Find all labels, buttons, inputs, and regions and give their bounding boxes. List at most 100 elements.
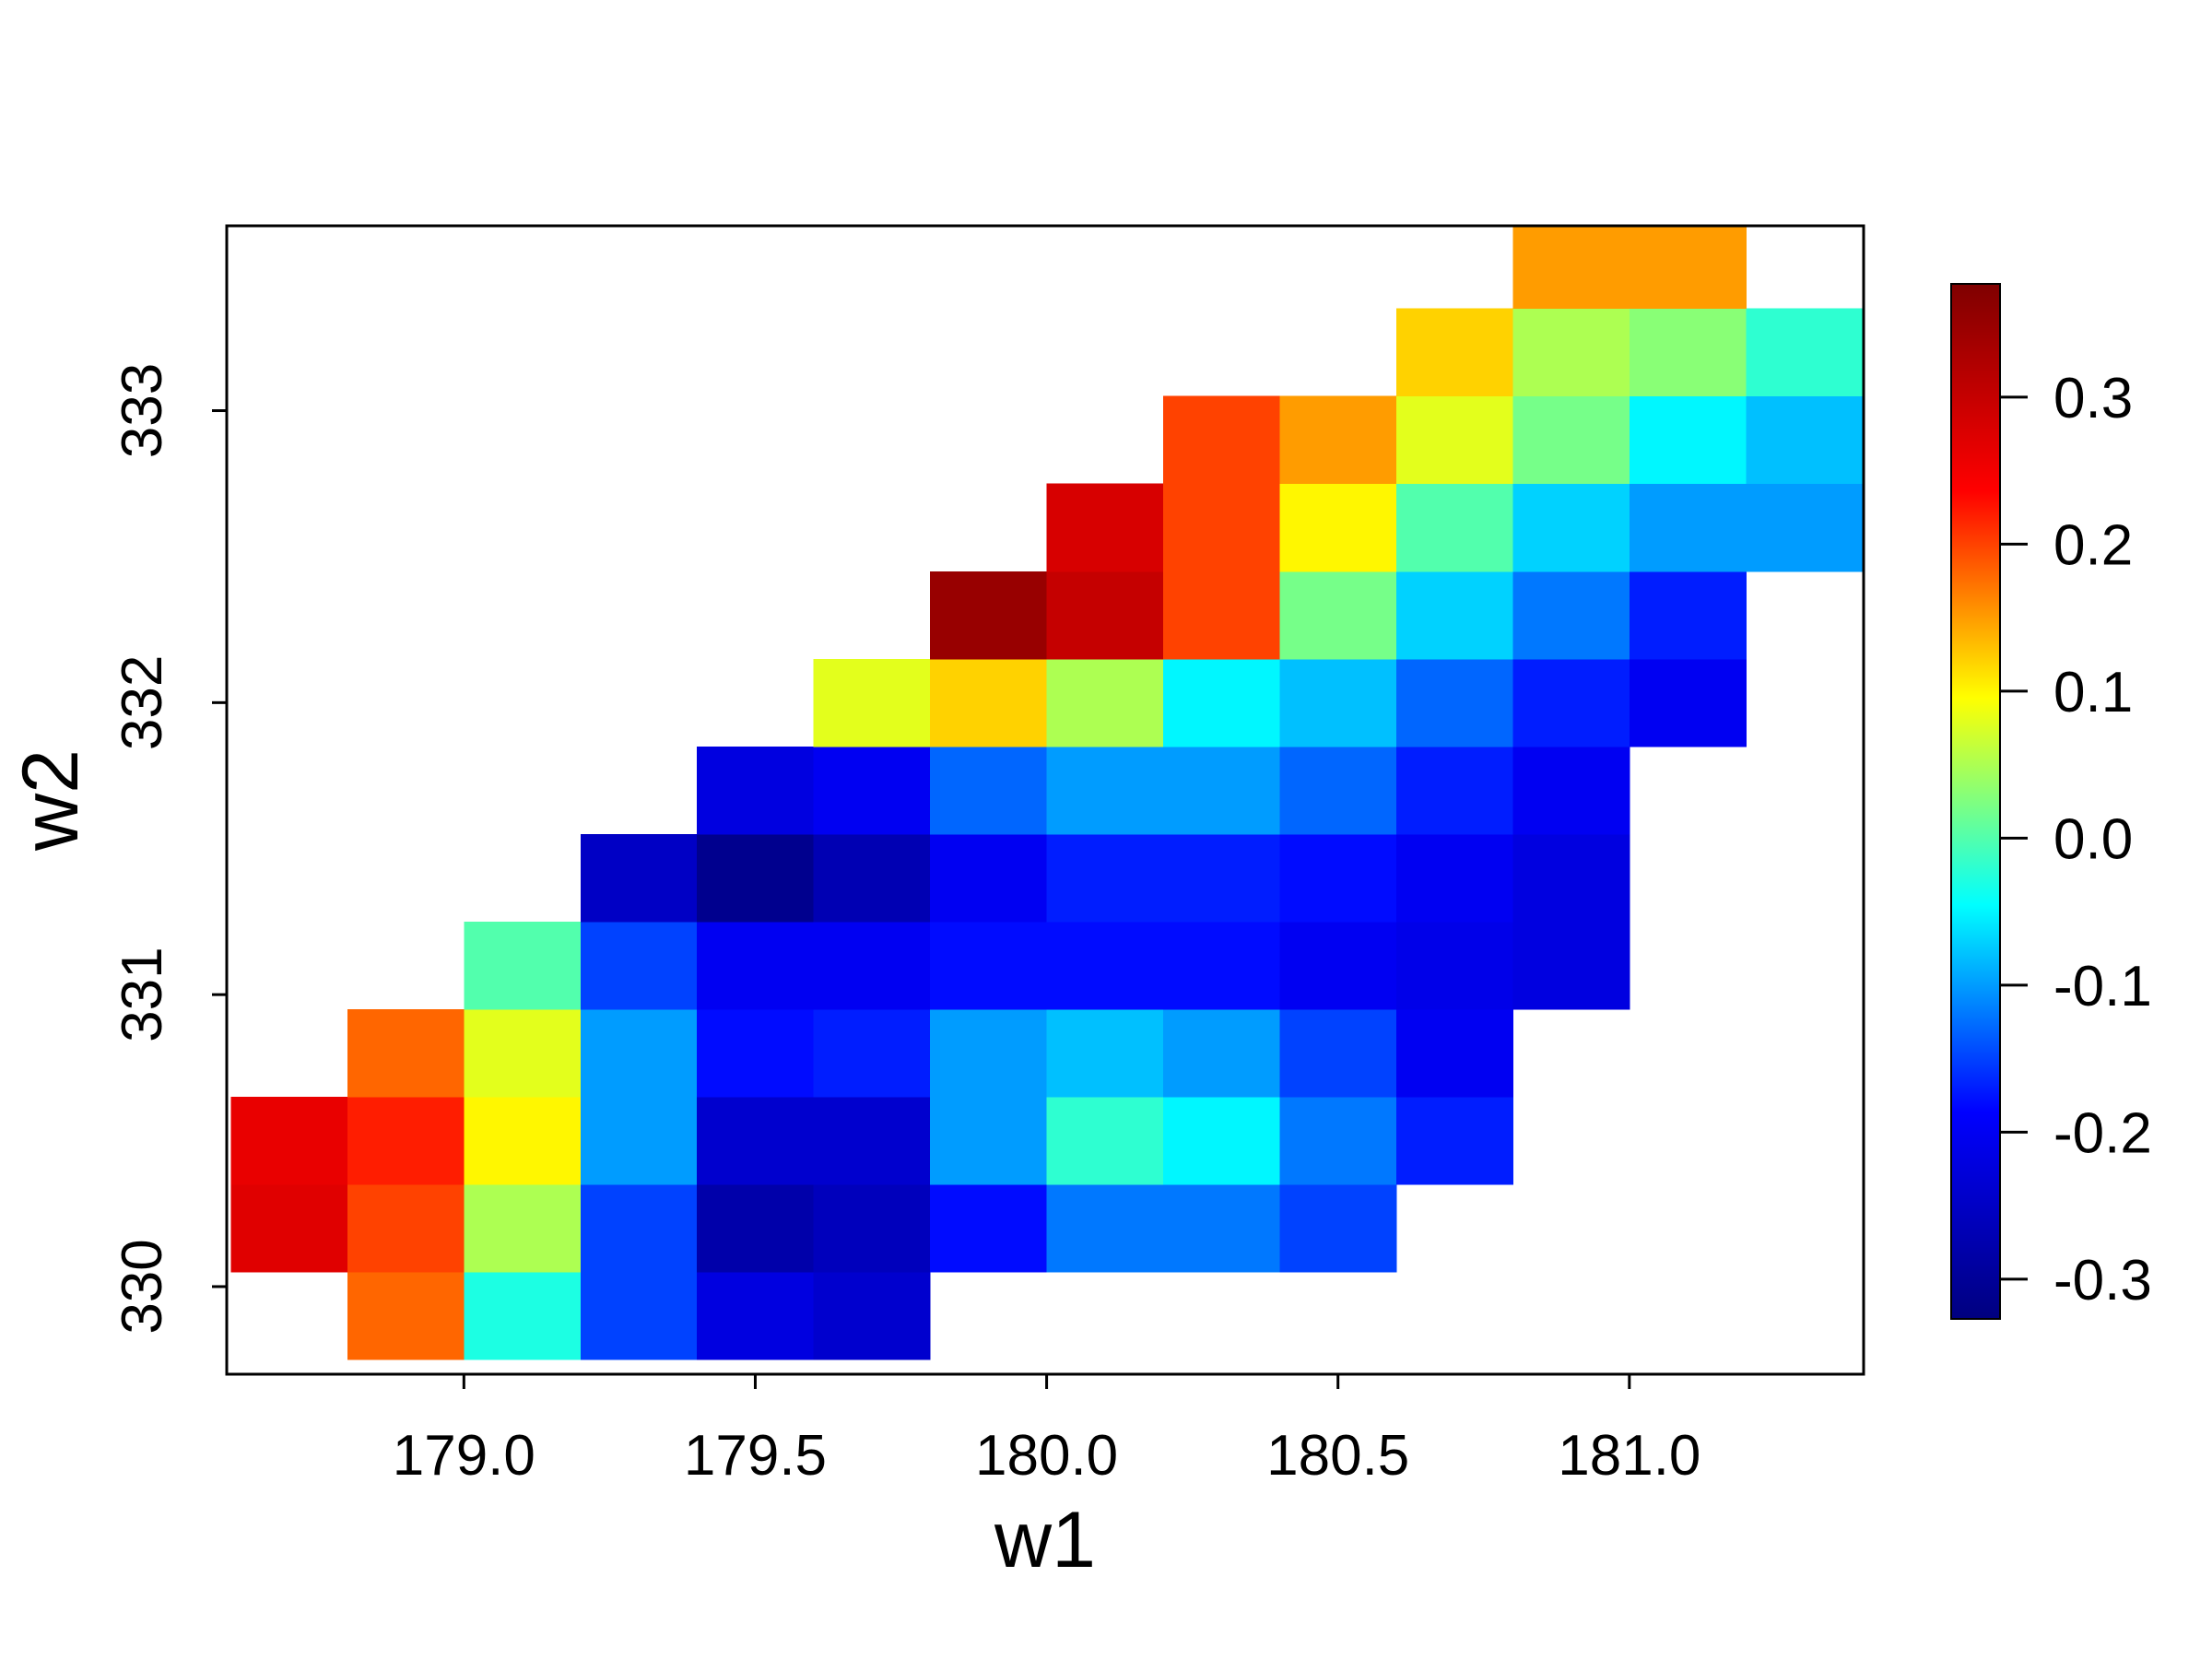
heatmap-cell: [1629, 308, 1747, 397]
heatmap-cell: [580, 1008, 698, 1098]
heatmap-cell: [464, 1097, 582, 1185]
heatmap-cell: [697, 1008, 815, 1098]
heatmap-cell: [1279, 571, 1397, 660]
heatmap-cell: [1395, 833, 1513, 923]
heatmap-cell: [1163, 658, 1280, 747]
colorbar-tick-label: 0.3: [2053, 367, 2133, 430]
heatmap-cell: [1163, 1097, 1280, 1185]
heatmap-cell: [1279, 658, 1397, 747]
colorbar-tick-label: 0.1: [2053, 661, 2133, 724]
heatmap-cell: [1163, 833, 1280, 923]
heatmap-cell: [813, 921, 931, 1010]
heatmap-cell: [580, 1097, 698, 1185]
heatmap-cell: [580, 833, 698, 923]
heatmap-cell: [930, 1008, 1048, 1098]
heatmap-cell: [930, 658, 1048, 747]
heatmap-cell: [1279, 921, 1397, 1010]
heatmap-cell: [1395, 395, 1513, 485]
heatmap-cell: [1395, 658, 1513, 747]
y-tick-label: 333: [111, 363, 174, 458]
heatmap-cell: [813, 1097, 931, 1185]
heatmap-cell: [697, 921, 815, 1010]
heatmap-cell: [930, 921, 1048, 1010]
x-tick-label: 179.0: [393, 1424, 535, 1488]
heatmap-cell: [464, 1184, 582, 1273]
y-tick-label: 330: [111, 1239, 174, 1334]
colorbar-tick-label: -0.1: [2053, 955, 2152, 1018]
heatmap-cell: [697, 1184, 815, 1273]
colorbar-tick-label: 0.2: [2053, 513, 2133, 577]
heatmap-cell: [1046, 658, 1164, 747]
y-tick-label: 332: [111, 655, 174, 750]
x-axis-title: w1: [994, 1496, 1096, 1584]
heatmap-cell: [1512, 921, 1630, 1010]
colorbar: [1950, 283, 2001, 1320]
heatmap-cell: [1163, 1008, 1280, 1098]
heatmap-cell: [813, 1184, 931, 1273]
x-tick-label: 180.5: [1266, 1424, 1409, 1488]
heatmap-cell: [1629, 571, 1747, 660]
heatmap-cell: [230, 1097, 348, 1185]
heatmap-cell: [1163, 571, 1280, 660]
heatmap-cell: [813, 833, 931, 923]
heatmap-cell: [347, 1097, 465, 1185]
heatmap-cell: [1512, 833, 1630, 923]
heatmap-cell: [1163, 746, 1280, 835]
heatmap-cell: [1279, 1097, 1397, 1185]
heatmap-cell: [1046, 833, 1164, 923]
colorbar-tick-label: -0.2: [2053, 1101, 2152, 1165]
heatmap-cell: [697, 1272, 815, 1360]
heatmap-cell: [1163, 1184, 1280, 1273]
heatmap-cell: [813, 658, 931, 747]
heatmap-cell: [930, 833, 1048, 923]
y-axis-title: w2: [6, 749, 95, 852]
heatmap-cell: [697, 1097, 815, 1185]
heatmap-cell: [1512, 395, 1630, 485]
heatmap-cell: [347, 1272, 465, 1360]
heatmap-cell: [580, 1272, 698, 1360]
heatmap-cell: [1395, 308, 1513, 397]
heatmap-cell: [930, 1184, 1048, 1273]
heatmap-cell: [1512, 746, 1630, 835]
colorbar-tick-label: -0.3: [2053, 1249, 2152, 1312]
y-tick-label: 331: [111, 947, 174, 1041]
heatmap-cell: [1629, 483, 1747, 572]
heatmap-cell: [697, 833, 815, 923]
heatmap-cell: [1512, 308, 1630, 397]
heatmap-cell: [580, 921, 698, 1010]
heatmap-cell: [697, 746, 815, 835]
heatmap-cells: [230, 226, 1864, 1360]
heatmap-cell: [580, 1184, 698, 1273]
x-tick-label: 181.0: [1558, 1424, 1700, 1488]
colorbar-tick-label: 0.0: [2053, 807, 2133, 871]
heatmap-cell: [1395, 483, 1513, 572]
heatmap-cell: [347, 1008, 465, 1098]
heatmap-cell: [464, 1272, 582, 1360]
heatmap-cell: [930, 571, 1048, 660]
heatmap-cell: [813, 1272, 931, 1360]
heatmap-cell: [1163, 921, 1280, 1010]
heatmap-cell: [1279, 395, 1397, 485]
heatmap-cell: [230, 1184, 348, 1273]
heatmap-cell: [1512, 483, 1630, 572]
heatmap-cell: [1046, 483, 1164, 572]
heatmap-cell: [464, 1008, 582, 1098]
heatmap-cell: [813, 746, 931, 835]
heatmap-cell: [1395, 1008, 1513, 1098]
heatmap-cell: [1163, 395, 1280, 485]
heatmap-cell: [1279, 746, 1397, 835]
heatmap-cell: [813, 1008, 931, 1098]
heatmap-cell: [1279, 1008, 1397, 1098]
heatmap-cell: [1046, 1097, 1164, 1185]
heatmap-cell: [1629, 395, 1747, 485]
x-tick-label: 180.0: [975, 1424, 1118, 1488]
heatmap-cell: [1395, 746, 1513, 835]
heatmap-cell: [1746, 395, 1864, 485]
heatmap-cell: [930, 1097, 1048, 1185]
heatmap-cell: [1046, 746, 1164, 835]
heatmap-cell: [1746, 308, 1864, 397]
heatmap-cell: [1512, 571, 1630, 660]
heatmap-cell: [1046, 571, 1164, 660]
